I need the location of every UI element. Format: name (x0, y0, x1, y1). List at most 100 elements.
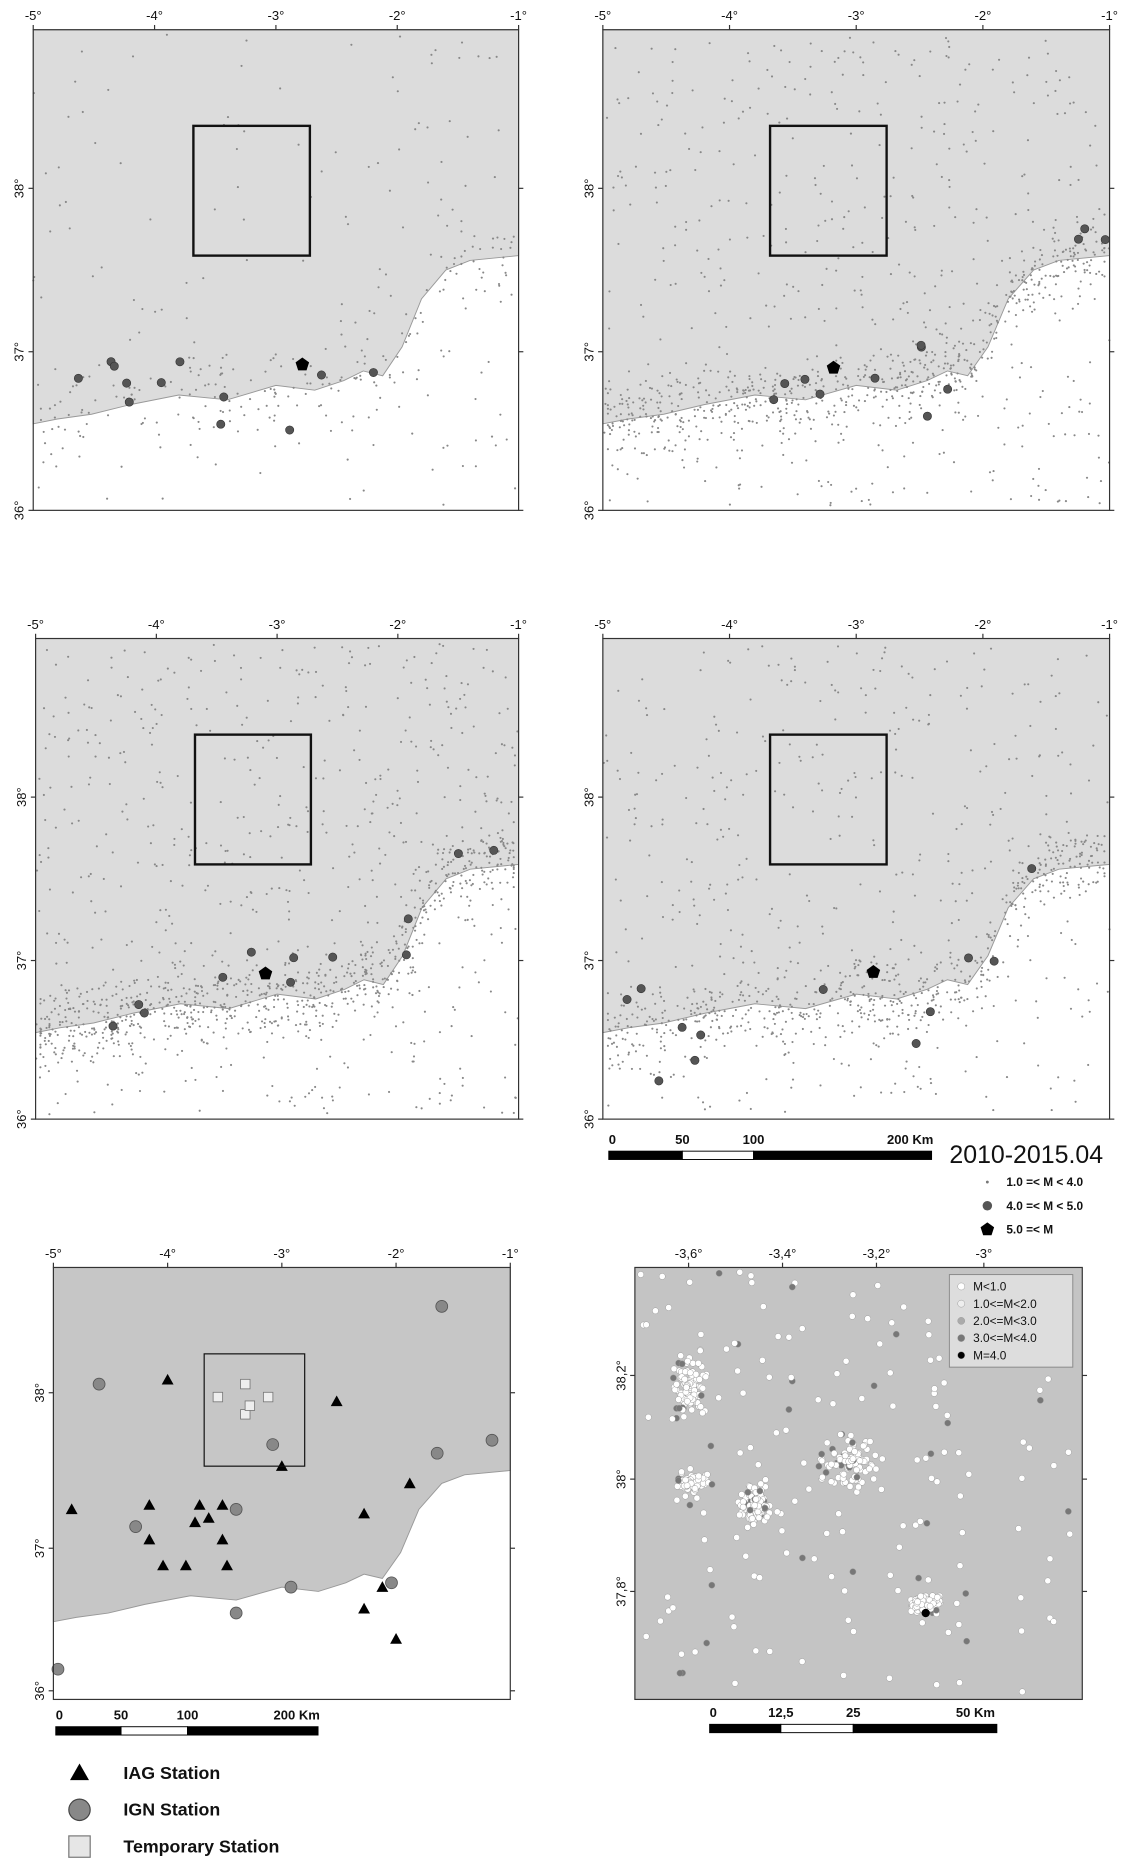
event-dot (1060, 875, 1062, 877)
m4-event (871, 374, 879, 382)
event-dot (790, 658, 792, 660)
event-dot (886, 356, 888, 358)
event-dot (439, 643, 441, 645)
event-dot (981, 967, 983, 969)
event-dot (981, 685, 983, 687)
event-dot (892, 360, 894, 362)
event-dot (802, 1028, 804, 1030)
event-dot (68, 755, 70, 757)
event-dot (457, 872, 459, 874)
x-tick-label: -3° (267, 8, 284, 23)
event-dot (408, 992, 410, 994)
event-dot (617, 770, 619, 772)
y-tick-label: 38,2° (613, 1360, 628, 1391)
event-dot (737, 1450, 743, 1456)
event-dot (427, 870, 429, 872)
event-dot (1023, 1042, 1025, 1044)
event-dot (449, 270, 451, 272)
event-dot (692, 89, 694, 91)
event-dot (672, 1387, 678, 1393)
event-dot (305, 1035, 307, 1037)
event-dot (853, 963, 855, 965)
event-dot (1059, 882, 1061, 884)
event-dot (631, 419, 633, 421)
event-dot (507, 859, 509, 861)
event-dot (747, 52, 749, 54)
event-dot (72, 891, 74, 893)
event-dot (64, 1016, 66, 1018)
event-dot (652, 92, 654, 94)
event-dot (705, 417, 707, 419)
event-dot (975, 369, 977, 371)
event-dot (918, 1066, 920, 1068)
event-dot (156, 781, 158, 783)
event-dot (741, 428, 743, 430)
scale-bar-segment (56, 1727, 121, 1735)
event-dot (661, 1022, 663, 1024)
event-dot (615, 1034, 617, 1036)
event-dot (670, 1375, 676, 1381)
event-dot (617, 1064, 619, 1066)
event-dot (259, 472, 261, 474)
event-dot (194, 1020, 196, 1022)
event-dot (514, 1097, 516, 1099)
event-dot (746, 1092, 748, 1094)
event-dot (911, 676, 913, 678)
event-dot (687, 1279, 693, 1285)
event-dot (305, 393, 307, 395)
event-dot (1092, 745, 1094, 747)
event-dot (949, 368, 951, 370)
event-dot (694, 169, 696, 171)
event-dot (641, 678, 643, 680)
event-dot (475, 289, 477, 291)
event-dot (190, 1011, 192, 1013)
event-dot (700, 1385, 706, 1391)
event-dot (762, 993, 764, 995)
event-dot (879, 670, 881, 672)
event-dot (659, 986, 661, 988)
event-dot (749, 317, 751, 319)
event-dot (213, 426, 215, 428)
event-dot (721, 993, 723, 995)
event-dot (681, 398, 683, 400)
event-dot (934, 389, 936, 391)
event-dot (447, 767, 449, 769)
event-dot (1031, 294, 1033, 296)
event-dot (751, 385, 753, 387)
event-dot (699, 438, 701, 440)
event-dot (878, 1486, 884, 1492)
event-dot (1031, 891, 1033, 893)
event-dot (1039, 396, 1041, 398)
event-dot (299, 869, 301, 871)
event-dot (1027, 294, 1029, 296)
event-dot (646, 454, 648, 456)
event-dot (856, 974, 858, 976)
event-dot (354, 322, 356, 324)
event-dot (1077, 179, 1079, 181)
event-dot (363, 490, 365, 492)
event-dot (901, 665, 903, 667)
x-tick-label: -5° (594, 8, 611, 23)
event-dot (616, 449, 618, 451)
event-dot (469, 848, 471, 850)
event-dot (763, 235, 765, 237)
event-dot (91, 1027, 93, 1029)
event-dot (1028, 845, 1030, 847)
event-dot (64, 939, 66, 941)
event-dot (204, 889, 206, 891)
event-dot (921, 1016, 923, 1018)
event-dot (634, 419, 636, 421)
event-dot (610, 1030, 612, 1032)
event-dot (39, 1044, 41, 1046)
event-dot (974, 110, 976, 112)
event-dot (1101, 844, 1103, 846)
event-dot (820, 193, 822, 195)
m4-event (454, 849, 462, 857)
event-dot (261, 1020, 263, 1022)
event-dot (1094, 254, 1096, 256)
event-dot (297, 696, 299, 698)
event-dot (264, 1005, 266, 1007)
event-dot (423, 934, 425, 936)
event-dot (350, 975, 352, 977)
event-dot (817, 224, 819, 226)
